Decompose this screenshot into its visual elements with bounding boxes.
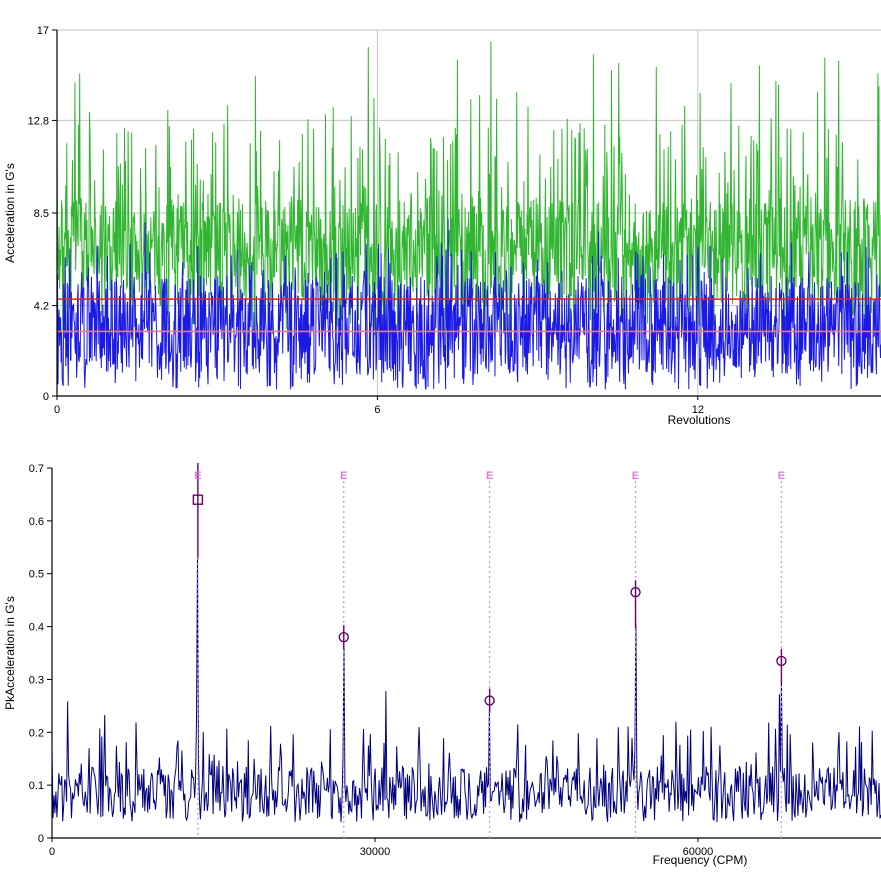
x-tick-label: 60000 — [683, 846, 714, 858]
x-axis-title: Frequency (CPM) — [653, 853, 748, 867]
spectrum-chart: 0 0.1 0.2 0.3 0.4 0.5 0.6 0.7 0 30000 60000Frequen… — [3, 463, 881, 867]
x-tick-label: 30000 — [360, 846, 391, 858]
y-tick-label: 0.3 — [29, 674, 44, 686]
spectrum-series — [51, 557, 881, 823]
y-tick-label: 8.5 — [34, 208, 49, 220]
y-axis-title: PkAcceleration in G's — [3, 596, 17, 710]
y-tick-label: 0.7 — [29, 463, 44, 475]
marker-label-E: E — [778, 470, 785, 482]
y-tick-label: 17 — [37, 25, 49, 37]
y-tick-label: 0 — [38, 833, 44, 845]
x-tick-label: 0 — [49, 846, 55, 858]
fault-marker-E-3[interactable]: E — [484, 470, 495, 838]
x-tick-label: 0 — [54, 404, 60, 416]
waveform-series-blue — [56, 218, 881, 391]
x-tick-label: 6 — [374, 404, 380, 416]
fault-marker-E-2[interactable]: E — [338, 470, 349, 838]
waveform-series-green — [56, 41, 881, 338]
fault-marker-E-4[interactable]: E — [630, 470, 641, 838]
y-tick-label: 0.5 — [29, 569, 44, 581]
y-tick-label: 4.2 — [34, 301, 49, 313]
fault-marker-E-5[interactable]: E — [776, 470, 787, 838]
marker-square[interactable] — [192, 494, 204, 505]
marker-circle[interactable] — [338, 631, 349, 643]
x-axis-title: Revolutions — [668, 413, 731, 427]
fault-marker-E-1[interactable]: E — [192, 463, 204, 838]
marker-circle[interactable] — [630, 587, 641, 598]
y-tick-label: 0.4 — [29, 622, 44, 634]
y-tick-label: 0 — [43, 391, 49, 403]
marker-label-E: E — [340, 470, 347, 482]
y-tick-label: 0.2 — [29, 727, 44, 739]
marker-label-E: E — [194, 470, 201, 482]
y-axis-title: Acceleration in G's — [3, 163, 17, 263]
x-tick-label: 12 — [692, 404, 704, 416]
y-tick-label: 0.1 — [29, 780, 44, 792]
marker-circle[interactable] — [484, 695, 495, 706]
marker-circle[interactable] — [776, 655, 787, 667]
y-tick-label: 0.6 — [29, 516, 44, 528]
marker-label-E: E — [486, 470, 493, 482]
marker-label-E: E — [632, 470, 639, 482]
y-tick-label: 12.8 — [28, 115, 49, 127]
